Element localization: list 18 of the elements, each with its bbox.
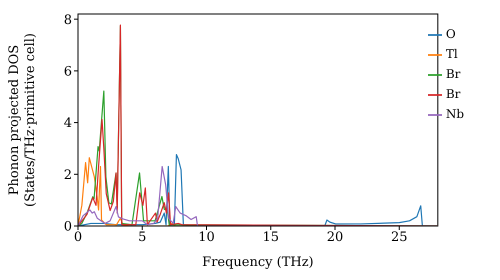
y-axis-title: Phonon projected DOS (States/THz·primitive cell) — [7, 32, 38, 208]
x-tick-label: 0 — [74, 230, 82, 246]
legend-label: Nb — [446, 107, 464, 121]
y-tick-label: 2 — [64, 168, 72, 183]
y-tick-label: 6 — [64, 64, 72, 80]
legend-label: Tl — [446, 47, 458, 61]
y-tick-label: 8 — [64, 12, 72, 28]
legend-label: Br — [446, 67, 460, 81]
x-tick-label: 10 — [198, 230, 215, 246]
x-axis-title: Frequency (THz) — [202, 255, 314, 270]
x-tick-label: 25 — [390, 230, 408, 246]
x-tick-label: 15 — [262, 230, 280, 246]
y-tick-label: 4 — [64, 116, 72, 132]
x-tick-label: 5 — [138, 230, 146, 246]
x-tick-label: 20 — [326, 230, 344, 246]
legend-label: Br — [446, 87, 460, 101]
y-tick-label: 0 — [64, 220, 72, 235]
legend-label: O — [446, 27, 456, 41]
